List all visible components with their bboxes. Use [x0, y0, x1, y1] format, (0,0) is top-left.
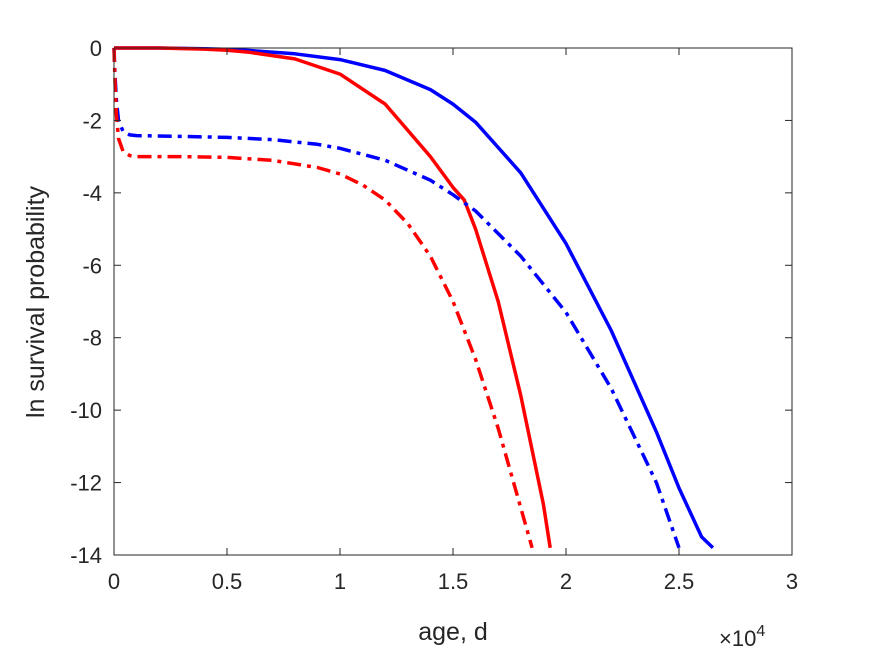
y-tick-label: 0 — [90, 36, 102, 61]
x-exponent-power: 4 — [756, 623, 765, 640]
x-tick-label: 2.5 — [664, 569, 695, 594]
y-tick-label: -8 — [82, 326, 102, 351]
x-exponent-label: ×104 — [719, 623, 765, 651]
y-tick-label: -10 — [70, 398, 102, 423]
y-tick-label: -2 — [82, 108, 102, 133]
y-tick-label: -4 — [82, 181, 102, 206]
x-tick-label: 3 — [786, 569, 798, 594]
x-tick-label: 1 — [334, 569, 346, 594]
y-axis-title: ln survival probability — [22, 185, 50, 418]
y-tick-label: -12 — [70, 471, 102, 496]
series-line-3 — [112, 47, 681, 549]
x-axis-title: age, d — [418, 618, 488, 646]
plot-area — [114, 48, 792, 555]
x-exponent-base: ×10 — [719, 626, 756, 651]
y-tick-label: -6 — [82, 253, 102, 278]
y-tick-label: -14 — [70, 543, 102, 568]
series-layer — [112, 46, 715, 550]
x-tick-label: 0.5 — [212, 569, 243, 594]
x-tick-label: 1.5 — [438, 569, 469, 594]
x-tick-label: 2 — [560, 569, 572, 594]
tick-layer: 0 0.5 1 1.5 2 2.5 3 0 -2 -4 -6 -8 -10 -12 -14 — [70, 36, 798, 594]
series-line-2 — [114, 46, 552, 549]
series-line-4 — [112, 47, 534, 549]
x-tick-label: 0 — [108, 569, 120, 594]
